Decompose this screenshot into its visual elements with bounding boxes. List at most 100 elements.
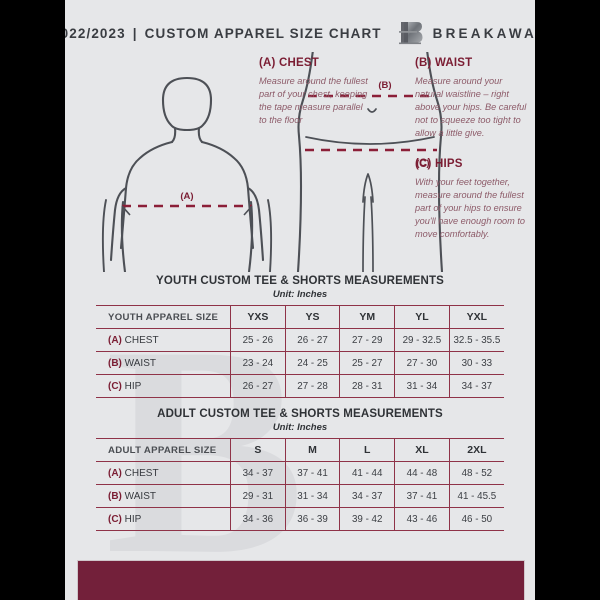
table-bottom-rule <box>96 530 504 531</box>
left-arm-outer <box>101 199 107 272</box>
row-code: (A) <box>108 467 122 479</box>
page-header: 2022/2023 | CUSTOM APPAREL SIZE CHART BREA… <box>65 18 535 48</box>
header-title-group: 2022/2023 | CUSTOM APPAREL SIZE CHART <box>65 26 382 41</box>
youth-row-label-1: (B) WAIST <box>96 352 231 375</box>
adult-cell-2-3: 43 - 46 <box>394 507 450 531</box>
youth-size-col-4: YXL <box>448 305 504 329</box>
adult-cell-2-1: 36 - 39 <box>284 507 340 531</box>
adult-cell-1-3: 37 - 41 <box>394 484 450 508</box>
adult-size-col-1: M <box>284 438 340 462</box>
callout-chest-heading: (A) CHEST <box>259 57 319 69</box>
adult-cell-0-2: 41 - 44 <box>339 461 395 485</box>
youth-size-col-2: YM <box>339 305 395 329</box>
youth-size-table-block: YOUTH CUSTOM TEE & SHORTS MEASUREMENTS U… <box>96 275 504 398</box>
callout-chest-body: Measure around the fullest part of your … <box>259 76 368 126</box>
row-code: (C) <box>108 513 122 525</box>
brand-name: BREAKAWAY <box>432 25 535 41</box>
youth-label-header: YOUTH APPAREL SIZE <box>108 311 219 323</box>
youth-size-col-3: YL <box>394 305 450 329</box>
youth-cell-0-1: 26 - 27 <box>284 328 340 352</box>
adult-cell-1-0: 29 - 31 <box>230 484 286 508</box>
youth-cell-2-0: 26 - 27 <box>230 374 286 398</box>
row-name: CHEST <box>124 467 159 479</box>
measurement-illustrations: (A) (B) (C) (A) CHEST Measure around the… <box>65 52 535 272</box>
callout-waist: (B) WAIST Measure around your natural wa… <box>415 57 531 140</box>
adult-size-table: ADULT APPAREL SIZE S M L XL 2XL (A) CHES… <box>96 438 504 531</box>
youth-cell-0-3: 29 - 32.5 <box>394 328 450 352</box>
adult-size-col-3: XL <box>394 438 450 462</box>
row-name: CHEST <box>124 334 159 346</box>
row-code: (A) <box>108 334 122 346</box>
right-shoulder-arm <box>200 140 255 250</box>
adult-row-label-0: (A) CHEST <box>96 462 231 485</box>
footer-bar <box>77 560 525 600</box>
left-shoulder-arm <box>119 140 174 250</box>
callout-chest: (A) CHEST Measure around the fullest par… <box>259 57 371 127</box>
adult-cell-0-0: 34 - 37 <box>230 461 286 485</box>
adult-cell-0-4: 48 - 52 <box>448 461 504 485</box>
row-name: HIP <box>124 380 142 392</box>
callout-waist-heading: (B) WAIST <box>415 57 473 69</box>
adult-cell-2-0: 34 - 36 <box>230 507 286 531</box>
table-row: (A) CHEST 34 - 37 37 - 41 41 - 44 44 - 4… <box>96 461 504 485</box>
youth-cell-0-0: 25 - 26 <box>230 328 286 352</box>
table-row: (A) CHEST 25 - 26 26 - 27 27 - 29 29 - 3… <box>96 328 504 352</box>
row-name: WAIST <box>124 357 156 369</box>
adult-row-label-2: (C) HIP <box>96 508 231 531</box>
youth-row-label-0: (A) CHEST <box>96 329 231 352</box>
table-row: (C) HIP 34 - 36 36 - 39 39 - 42 43 - 46 … <box>96 507 504 531</box>
youth-cell-1-4: 30 - 33 <box>448 351 504 375</box>
hip-curve <box>305 136 435 145</box>
row-code: (C) <box>108 380 122 392</box>
adult-cell-2-4: 46 - 50 <box>448 507 504 531</box>
adult-size-col-0: S <box>230 438 286 462</box>
youth-table-unit: Unit: Inches <box>272 289 328 300</box>
callout-hips: (C) HIPS With your feet together, measur… <box>415 158 533 241</box>
callout-hips-body: With your feet together, measure around … <box>415 177 526 240</box>
row-code: (B) <box>108 357 122 369</box>
adult-cell-1-2: 34 - 37 <box>339 484 395 508</box>
header-season: 2022/2023 <box>65 25 126 41</box>
table-header-row: ADULT APPAREL SIZE S M L XL 2XL <box>96 438 504 462</box>
size-chart-page: B 2022/2023|CUSTOM APPAREL SIZE CHART BR… <box>65 0 535 600</box>
row-name: WAIST <box>124 490 156 502</box>
adult-size-col-4: 2XL <box>448 438 504 462</box>
hips-left-outline <box>296 52 314 272</box>
head-outline <box>161 76 213 132</box>
youth-cell-2-1: 27 - 28 <box>284 374 340 398</box>
waist-marker-label: (B) <box>378 80 391 91</box>
callout-hips-heading: (C) HIPS <box>415 158 463 170</box>
youth-table-title: YOUTH CUSTOM TEE & SHORTS MEASUREMENTS <box>156 275 444 287</box>
youth-cell-2-3: 31 - 34 <box>394 374 450 398</box>
adult-cell-0-1: 37 - 41 <box>284 461 340 485</box>
table-row: (B) WAIST 29 - 31 31 - 34 34 - 37 37 - 4… <box>96 484 504 508</box>
adult-table-title: ADULT CUSTOM TEE & SHORTS MEASUREMENTS <box>157 408 443 420</box>
table-row: (C) HIP 26 - 27 27 - 28 28 - 31 31 - 34 … <box>96 374 504 398</box>
youth-cell-1-2: 25 - 27 <box>339 351 395 375</box>
chest-marker-label: (A) <box>180 191 193 202</box>
row-name: HIP <box>124 513 142 525</box>
table-header-row: YOUTH APPAREL SIZE YXS YS YM YL YXL <box>96 305 504 329</box>
callout-waist-body: Measure around your natural waistline – … <box>415 76 527 139</box>
table-bottom-rule <box>96 397 504 398</box>
youth-cell-1-1: 24 - 25 <box>284 351 340 375</box>
adult-row-label-1: (B) WAIST <box>96 485 231 508</box>
youth-cell-1-3: 27 - 30 <box>394 351 450 375</box>
adult-table-unit: Unit: Inches <box>272 422 328 433</box>
breakaway-b-monogram-icon <box>398 22 423 45</box>
adult-size-col-2: L <box>339 438 395 462</box>
youth-size-col-0: YXS <box>230 305 286 329</box>
youth-cell-0-2: 27 - 29 <box>339 328 395 352</box>
youth-cell-2-2: 28 - 31 <box>339 374 395 398</box>
adult-cell-1-4: 41 - 45.5 <box>448 484 504 508</box>
navel <box>367 108 377 113</box>
youth-size-col-1: YS <box>284 305 340 329</box>
brand-logo: BREAKAWAY <box>398 19 535 47</box>
row-code: (B) <box>108 490 122 502</box>
table-row: (B) WAIST 23 - 24 24 - 25 25 - 27 27 - 3… <box>96 351 504 375</box>
right-arm-outer <box>267 199 273 272</box>
hips-right-outline <box>426 52 444 272</box>
adult-cell-0-3: 44 - 48 <box>394 461 450 485</box>
hip-marker-label: (C) <box>416 158 429 169</box>
youth-size-table: YOUTH APPAREL SIZE YXS YS YM YL YXL (A) … <box>96 305 504 398</box>
